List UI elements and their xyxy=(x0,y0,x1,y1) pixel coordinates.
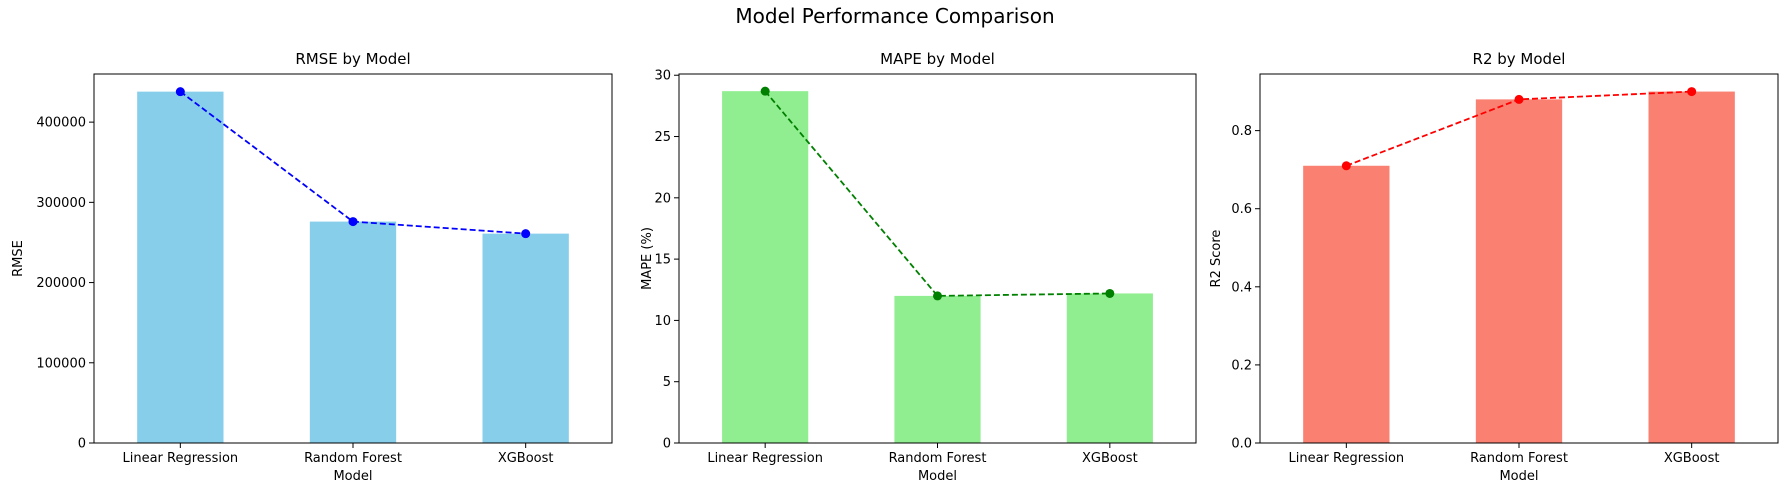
y-tick-label: 0.6 xyxy=(1231,202,1252,217)
y-tick-label: 300000 xyxy=(36,196,86,211)
y-tick-label: 20 xyxy=(654,191,671,206)
y-tick-label: 15 xyxy=(654,253,671,268)
y-tick-label: 0 xyxy=(663,437,671,452)
y-tick-label: 10 xyxy=(654,314,671,329)
series-line xyxy=(179,90,526,235)
y-tick-label: 0.2 xyxy=(1231,358,1252,373)
chart-title: R2 by Model xyxy=(1473,50,1566,68)
bar-2 xyxy=(1475,99,1563,443)
y-tick-label: 100000 xyxy=(36,356,86,371)
x-tick-label: Random Forest xyxy=(304,451,402,466)
point-1 xyxy=(760,86,770,96)
chart-title: RMSE by Model xyxy=(295,50,410,68)
y-tick-label: 0.0 xyxy=(1231,437,1252,452)
y-axis-label: RMSE xyxy=(11,240,26,277)
point-1 xyxy=(175,87,185,97)
point-2 xyxy=(933,291,942,301)
point-1 xyxy=(1341,161,1351,171)
x-axis-label: Model xyxy=(918,469,957,484)
y-tick-label: 0.4 xyxy=(1231,280,1252,295)
x-axis-label: Model xyxy=(333,469,372,484)
point-3 xyxy=(1105,288,1115,298)
bar-2 xyxy=(894,295,981,443)
x-tick-label: Linear Regression xyxy=(707,451,823,466)
x-tick-label: XGBoost xyxy=(1664,451,1720,466)
y-tick-label: 0 xyxy=(78,437,86,452)
y-tick-label: 400000 xyxy=(36,116,86,131)
panel-3: 0.0 0.2 0.4 0.6 0.8 Linear Regression Random F… xyxy=(1209,50,1779,484)
y-tick-label: 5 xyxy=(663,375,671,390)
y-axis-label: MAPE (%) xyxy=(640,227,655,290)
bar-3 xyxy=(1066,293,1153,443)
x-axis-label: Model xyxy=(1499,469,1538,484)
y-tick-label: 30 xyxy=(654,69,671,84)
point-3 xyxy=(1687,87,1697,97)
series-line xyxy=(764,90,1110,297)
x-tick-label: Linear Regression xyxy=(123,451,239,466)
figure-title: Model Performance Comparison xyxy=(735,4,1055,28)
point-3 xyxy=(521,229,531,239)
panel-2: 0 5 10 15 20 25 30 Linear Regression Random Fore… xyxy=(640,50,1197,484)
x-tick-label: Random Forest xyxy=(1470,451,1568,466)
x-tick-label: XGBoost xyxy=(498,451,554,466)
y-tick-label: 0.8 xyxy=(1231,124,1252,139)
y-tick-label: 25 xyxy=(654,130,671,145)
bar-1 xyxy=(137,91,224,443)
bar-3 xyxy=(1648,91,1735,444)
bar-2 xyxy=(309,221,397,443)
bar-1 xyxy=(722,91,809,444)
bar-1 xyxy=(1303,165,1390,443)
point-2 xyxy=(1514,94,1524,104)
point-2 xyxy=(348,217,358,227)
y-axis-label: R2 Score xyxy=(1209,230,1224,288)
chart-title: MAPE by Model xyxy=(880,50,995,68)
x-tick-label: Random Forest xyxy=(889,451,987,466)
bar-3 xyxy=(482,233,569,443)
x-tick-label: Linear Regression xyxy=(1289,451,1405,466)
panel-1: 0 100000 200000 300000 400000 Linear Regressi… xyxy=(11,50,613,484)
y-tick-label: 200000 xyxy=(36,276,86,291)
x-tick-label: XGBoost xyxy=(1082,451,1138,466)
